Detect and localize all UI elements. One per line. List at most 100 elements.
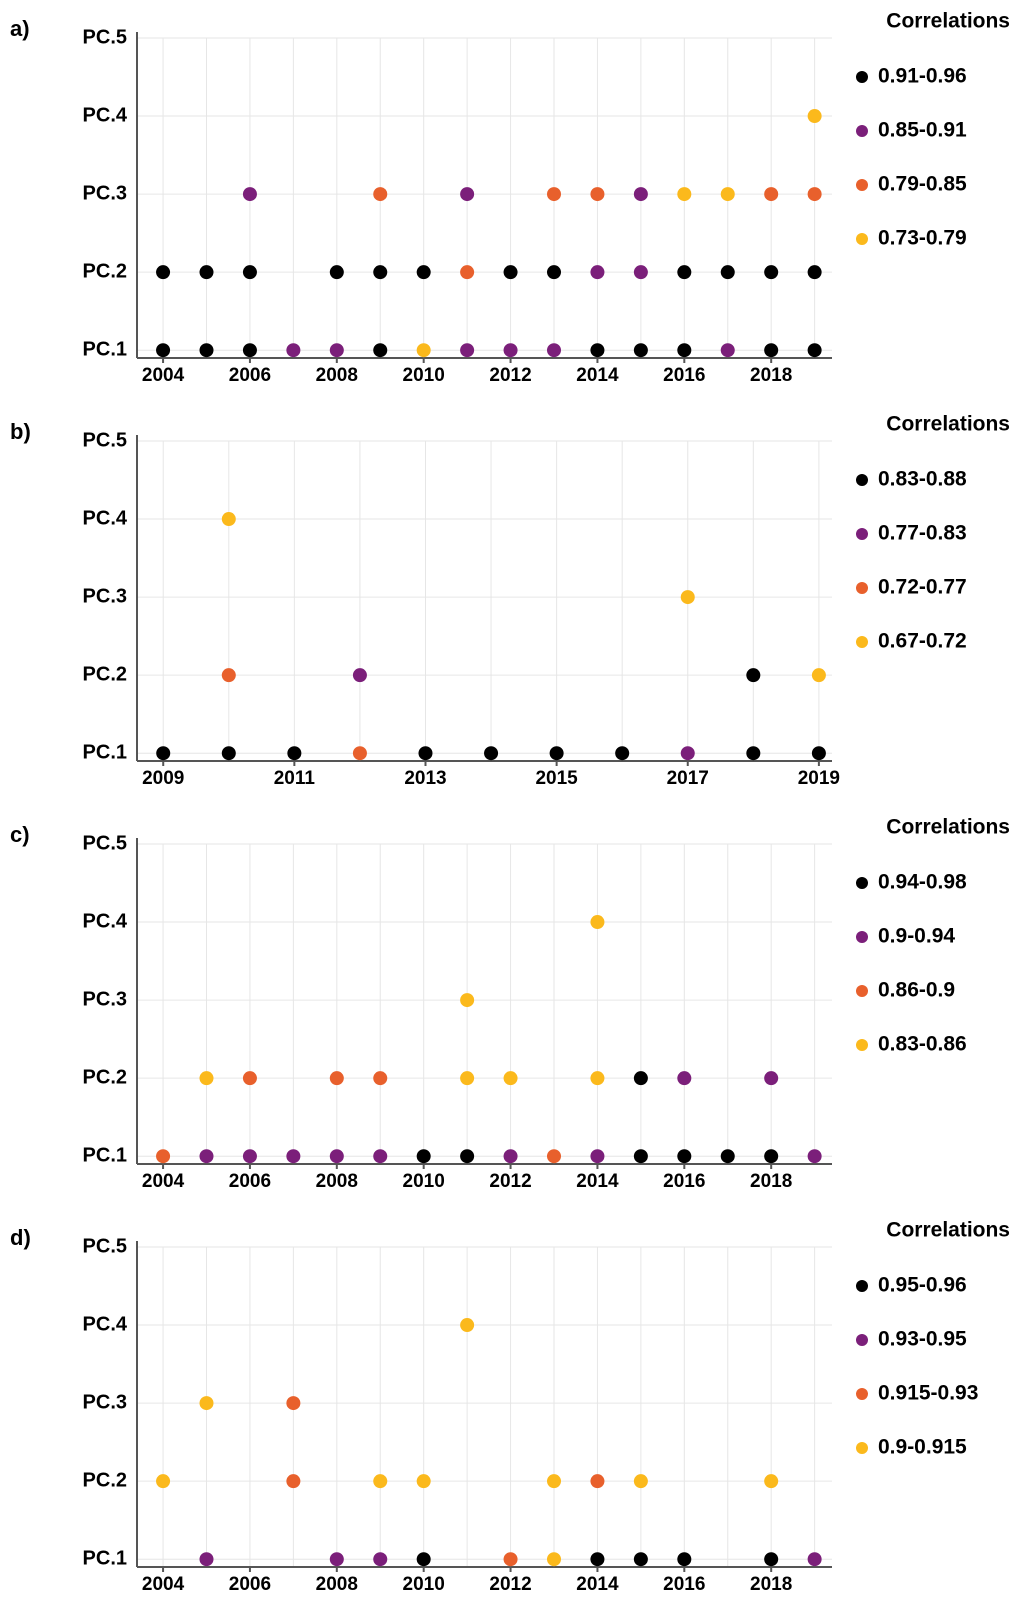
point xyxy=(680,746,695,761)
point xyxy=(503,265,518,280)
x-tick-label: 2016 xyxy=(663,1171,705,1192)
point xyxy=(615,746,630,761)
y-tick-label: PC.3 xyxy=(83,182,127,204)
point xyxy=(329,265,344,280)
point xyxy=(221,512,236,527)
point xyxy=(352,746,367,761)
point xyxy=(547,343,561,358)
point xyxy=(811,746,826,761)
x-tick-label: 2004 xyxy=(142,365,185,386)
point xyxy=(416,1149,431,1164)
point xyxy=(373,1474,388,1489)
point xyxy=(590,1552,605,1567)
point xyxy=(199,1149,214,1164)
point xyxy=(286,343,301,358)
legend-marker xyxy=(856,1388,868,1400)
legend-title: Correlations xyxy=(886,816,1010,839)
point xyxy=(242,343,257,358)
legend-label: 0.93-0.95 xyxy=(878,1328,967,1351)
x-tick-label: 2004 xyxy=(142,1574,185,1595)
point xyxy=(590,1149,605,1164)
point xyxy=(677,1552,692,1567)
y-tick-label: PC.1 xyxy=(83,741,127,763)
legend-marker xyxy=(856,877,868,889)
point xyxy=(199,265,214,280)
y-tick-label: PC.1 xyxy=(83,1547,127,1569)
legend-label: 0.77-0.83 xyxy=(878,522,967,545)
y-tick-label: PC.1 xyxy=(83,338,127,360)
point xyxy=(720,187,735,202)
x-tick-label: 2006 xyxy=(229,1171,271,1192)
y-tick-label: PC.2 xyxy=(83,663,127,685)
point xyxy=(156,265,171,280)
point xyxy=(680,590,695,605)
point xyxy=(156,1474,171,1489)
legend-marker xyxy=(856,931,868,943)
point xyxy=(199,1071,214,1086)
point xyxy=(590,187,605,202)
x-tick-label: 2006 xyxy=(229,1574,271,1595)
x-tick-label: 2013 xyxy=(404,768,446,789)
x-tick-label: 2014 xyxy=(576,365,619,386)
y-tick-label: PC.5 xyxy=(83,1235,127,1257)
legend-marker xyxy=(856,1334,868,1346)
point xyxy=(720,265,735,280)
point xyxy=(373,1552,388,1567)
y-tick-label: PC.4 xyxy=(83,1313,128,1335)
point xyxy=(807,1552,822,1567)
legend-marker xyxy=(856,528,868,540)
legend-marker xyxy=(856,474,868,486)
point xyxy=(156,1149,171,1164)
x-tick-label: 2015 xyxy=(535,768,578,789)
legend-marker xyxy=(856,179,868,191)
point xyxy=(373,187,388,202)
point xyxy=(590,915,605,930)
y-tick-label: PC.4 xyxy=(83,910,128,932)
point xyxy=(503,343,518,358)
point xyxy=(547,1149,561,1164)
point xyxy=(460,993,475,1008)
point xyxy=(547,1474,561,1489)
point xyxy=(720,343,735,358)
point xyxy=(807,343,822,358)
y-tick-label: PC.4 xyxy=(83,507,128,529)
point xyxy=(720,1149,735,1164)
y-tick-label: PC.1 xyxy=(83,1144,127,1166)
point xyxy=(633,1474,648,1489)
point xyxy=(329,1552,344,1567)
panel-label: c) xyxy=(10,822,30,847)
point xyxy=(460,1318,475,1333)
point xyxy=(352,668,367,683)
point xyxy=(746,668,761,683)
point xyxy=(416,265,431,280)
point xyxy=(633,1552,648,1567)
legend-marker xyxy=(856,582,868,594)
legend-label: 0.72-0.77 xyxy=(878,576,967,599)
legend-label: 0.83-0.86 xyxy=(878,1033,967,1056)
legend-label: 0.9-0.915 xyxy=(878,1436,967,1459)
point xyxy=(547,265,561,280)
point xyxy=(677,187,692,202)
point xyxy=(242,187,257,202)
legend-marker xyxy=(856,71,868,83)
point xyxy=(503,1552,518,1567)
point xyxy=(329,343,344,358)
y-tick-label: PC.2 xyxy=(83,260,127,282)
legend-marker xyxy=(856,1280,868,1292)
y-tick-label: PC.5 xyxy=(83,26,127,48)
point xyxy=(418,746,433,761)
point xyxy=(242,1149,257,1164)
point xyxy=(416,1552,431,1567)
point xyxy=(221,746,236,761)
legend-label: 0.73-0.79 xyxy=(878,227,967,250)
point xyxy=(590,265,605,280)
point xyxy=(807,187,822,202)
point xyxy=(156,343,171,358)
point xyxy=(633,343,648,358)
point xyxy=(286,1149,301,1164)
point xyxy=(286,1396,301,1411)
y-tick-label: PC.2 xyxy=(83,1469,127,1491)
point xyxy=(503,1071,518,1086)
